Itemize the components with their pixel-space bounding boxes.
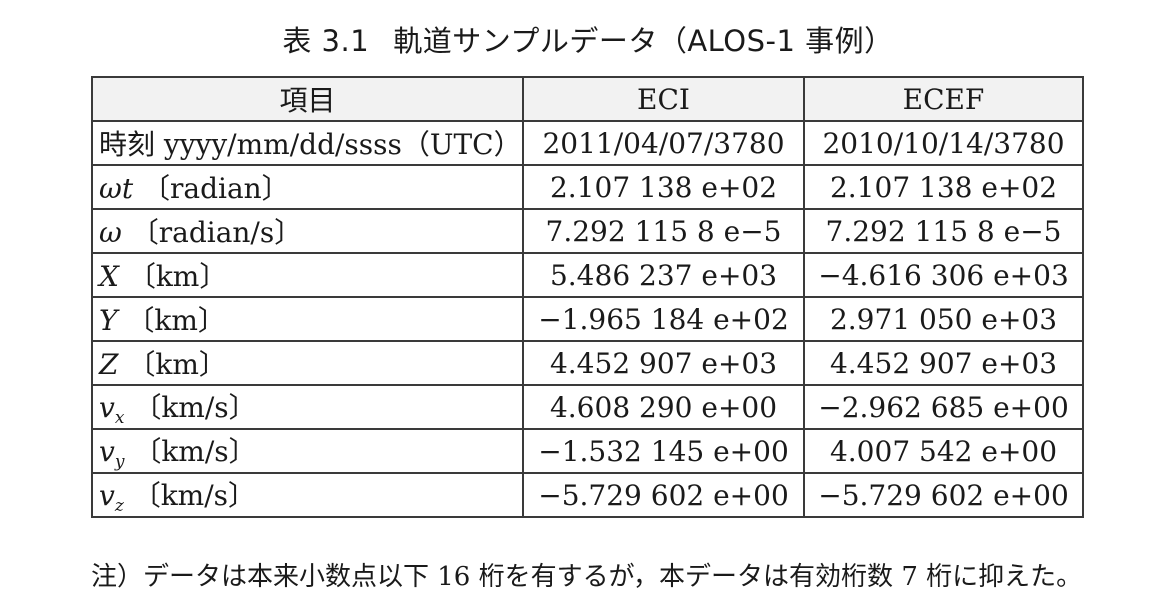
ecef-value: −5.729 602 e+00 — [803, 472, 1084, 518]
row-item-cell: Y 〔km〕 — [91, 296, 524, 342]
row-label: 〔km/s〕 — [132, 479, 257, 512]
row-symbol: Y — [99, 304, 118, 337]
orbit-data-table: 項目 ECI ECEF 時刻 yyyy/mm/dd/ssss（UTC） 2011/… — [91, 76, 1084, 518]
row-item-cell: Z 〔km〕 — [91, 340, 524, 386]
eci-value: 7.292 115 8 e−5 — [522, 208, 805, 254]
table-row: vy 〔km/s〕 −1.532 145 e+00 4.007 542 e+00 — [91, 428, 1084, 474]
eci-value: 2.107 138 e+02 — [522, 164, 805, 210]
ecef-value: 4.452 907 e+03 — [803, 340, 1084, 386]
row-item-cell: vz 〔km/s〕 — [91, 472, 524, 518]
row-symbol-subscript: z — [114, 496, 124, 516]
row-symbol: ω — [99, 216, 122, 249]
ecef-value: 2.971 050 e+03 — [803, 296, 1084, 342]
table-row: Y 〔km〕 −1.965 184 e+02 2.971 050 e+03 — [91, 296, 1084, 342]
ecef-value: 7.292 115 8 e−5 — [803, 208, 1084, 254]
row-symbol: X — [99, 260, 119, 293]
table-footnote: 注）データは本来小数点以下 16 桁を有するが，本データは有効桁数 7 桁に抑え… — [91, 562, 1083, 592]
table-title: 軌道サンプルデータ（ALOS-1 事例） — [393, 24, 894, 58]
eci-value: 4.452 907 e+03 — [522, 340, 805, 386]
row-label: 〔radian〕 — [142, 172, 290, 205]
row-label: 〔km〕 — [126, 304, 226, 337]
header-item: 項目 — [91, 76, 524, 122]
table-header-row: 項目 ECI ECEF — [91, 76, 1084, 122]
eci-value: 5.486 237 e+03 — [522, 252, 805, 298]
table-number: 表 3.1 — [282, 24, 370, 58]
table-row: X 〔km〕 5.486 237 e+03 −4.616 306 e+03 — [91, 252, 1084, 298]
row-label: 〔km〕 — [127, 260, 228, 293]
row-symbol: v — [99, 391, 115, 424]
row-symbol-subscript: y — [114, 452, 125, 472]
eci-value: −1.965 184 e+02 — [522, 296, 805, 342]
row-symbol: Z — [99, 348, 119, 381]
eci-value: 4.608 290 e+00 — [522, 384, 805, 430]
row-label: 〔km/s〕 — [133, 391, 257, 424]
row-item-cell: X 〔km〕 — [91, 252, 524, 298]
header-ecef: ECEF — [803, 76, 1084, 122]
row-item-cell: ω 〔radian/s〕 — [91, 208, 524, 254]
header-eci: ECI — [522, 76, 805, 122]
row-label: 〔km/s〕 — [133, 435, 257, 468]
ecef-value: 2010/10/14/3780 — [803, 120, 1084, 166]
table-row: vz 〔km/s〕 −5.729 602 e+00 −5.729 602 e+00 — [91, 472, 1084, 518]
row-item-cell: ωt 〔radian〕 — [91, 164, 524, 210]
row-label: 時刻 yyyy/mm/dd/ssss（UTC） — [99, 128, 522, 161]
eci-value: 2011/04/07/3780 — [522, 120, 805, 166]
row-symbol: v — [99, 435, 115, 468]
row-label: 〔km〕 — [127, 348, 227, 381]
ecef-value: 4.007 542 e+00 — [803, 428, 1084, 474]
row-symbol: ωt — [99, 172, 134, 205]
row-item-cell: 時刻 yyyy/mm/dd/ssss（UTC） — [91, 120, 524, 166]
row-symbol: v — [99, 479, 115, 512]
row-symbol-subscript: x — [114, 408, 125, 428]
eci-value: −1.532 145 e+00 — [522, 428, 805, 474]
table-row: ω 〔radian/s〕 7.292 115 8 e−5 7.292 115 8 e… — [91, 208, 1084, 254]
table-row: ωt 〔radian〕 2.107 138 e+02 2.107 138 e+02 — [91, 164, 1084, 210]
ecef-value: −2.962 685 e+00 — [803, 384, 1084, 430]
eci-value: −5.729 602 e+00 — [522, 472, 805, 518]
row-item-cell: vy 〔km/s〕 — [91, 428, 524, 474]
row-item-cell: vx 〔km/s〕 — [91, 384, 524, 430]
ecef-value: 2.107 138 e+02 — [803, 164, 1084, 210]
ecef-value: −4.616 306 e+03 — [803, 252, 1084, 298]
table-row: 時刻 yyyy/mm/dd/ssss（UTC） 2011/04/07/3780 20… — [91, 120, 1084, 166]
table-row: vx 〔km/s〕 4.608 290 e+00 −2.962 685 e+00 — [91, 384, 1084, 430]
row-label: 〔radian/s〕 — [130, 216, 303, 249]
table-row: Z 〔km〕 4.452 907 e+03 4.452 907 e+03 — [91, 340, 1084, 386]
table-caption: 表 3.1 軌道サンプルデータ（ALOS-1 事例） — [0, 18, 1176, 60]
